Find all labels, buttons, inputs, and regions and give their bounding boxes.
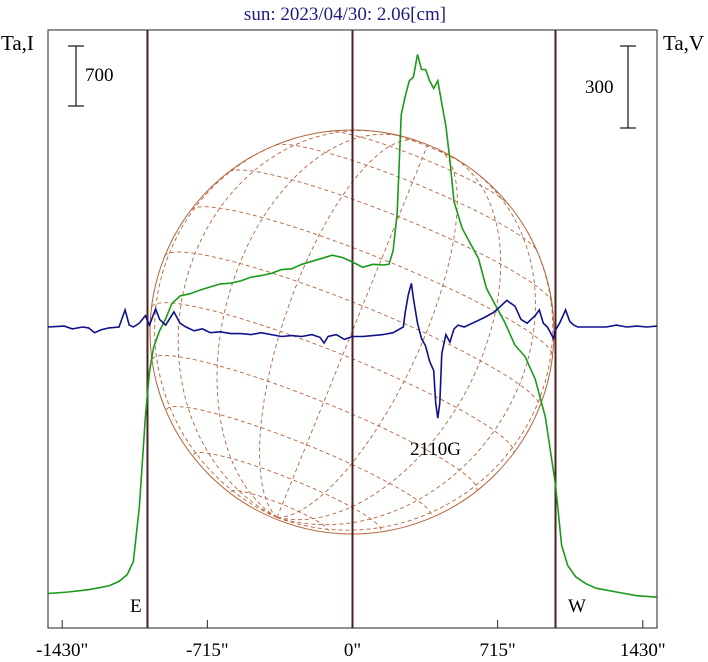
chart-title: sun: 2023/04/30: 2.06[cm] <box>244 4 446 25</box>
x-tick-labels: -1430" -715" 0" 715" 1430" <box>36 640 666 661</box>
solar-parallel <box>191 206 554 356</box>
vertical-markers <box>146 30 557 628</box>
solar-parallel <box>151 354 478 491</box>
solar-parallel <box>166 406 433 517</box>
right-axis-label: Ta,V <box>663 31 704 55</box>
left-axis-label: Ta,I <box>1 31 34 55</box>
solar-meridian <box>277 148 458 518</box>
solar-meridian <box>259 139 418 518</box>
solar-meridian <box>276 144 429 518</box>
series-polarization-line <box>47 283 658 419</box>
solar-parallel <box>151 302 515 454</box>
solar-parallel <box>385 132 467 166</box>
solar-parallel <box>230 489 329 531</box>
solar-meridian <box>276 231 554 531</box>
x-tick-label-1: -715" <box>186 640 229 661</box>
x-tick-label-4: 1430" <box>620 640 666 661</box>
east-limb-label: E <box>130 596 142 617</box>
solar-meridian <box>277 156 502 521</box>
west-limb-label: W <box>568 596 586 617</box>
right-scale-label: 300 <box>585 77 614 98</box>
solar-parallel <box>193 452 382 531</box>
solar-meridian <box>177 130 375 518</box>
x-tick-label-2: 0" <box>344 640 361 661</box>
solar-parallel <box>228 169 553 303</box>
solar-grid <box>151 130 554 531</box>
solar-meridian <box>276 171 536 526</box>
solar-parallel <box>275 143 538 252</box>
solar-parallel <box>327 130 510 205</box>
solar-parallel <box>164 251 541 408</box>
solar-meridian <box>154 137 296 518</box>
left-scale-label: 700 <box>85 65 114 86</box>
solar-meridian <box>216 133 402 518</box>
left-scale-bar <box>68 45 84 107</box>
sunspot-field-annotation: 2110G <box>410 439 461 460</box>
right-scale-bar <box>620 45 636 129</box>
x-tick-label-0: -1430" <box>36 640 88 661</box>
x-tick-label-3: 715" <box>480 640 516 661</box>
